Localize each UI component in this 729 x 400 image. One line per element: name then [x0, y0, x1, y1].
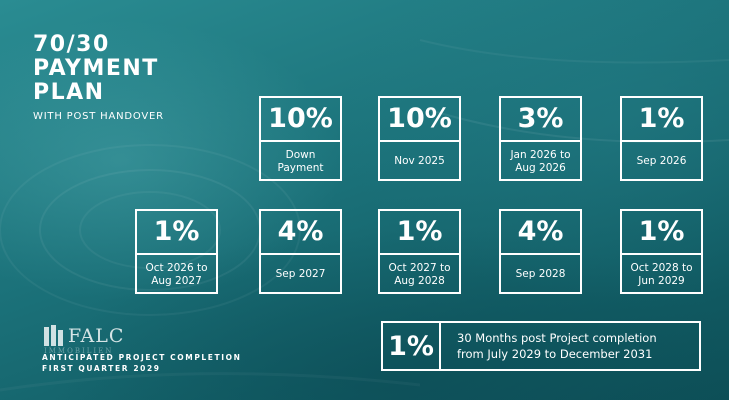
title-line-2: PAYMENT	[33, 56, 159, 81]
post-handover-line-2: from July 2029 to December 2031	[457, 347, 653, 361]
post-handover-line-1: 30 Months post Project completion	[457, 331, 657, 345]
installment-card-oct-2027-aug-2028: 1% Oct 2027 to Aug 2028	[378, 209, 461, 294]
falc-logo: FALC	[44, 325, 124, 346]
installment-label: Sep 2027	[275, 268, 326, 280]
post-handover-percent: 1%	[383, 323, 441, 369]
installment-card-jan-aug-2026: 3% Jan 2026 to Aug 2026	[499, 96, 582, 181]
building-columns-icon	[44, 325, 63, 346]
installment-card-down-payment: 10% Down Payment	[259, 96, 342, 181]
installment-percent: 1%	[622, 98, 701, 142]
installment-percent: 10%	[261, 98, 340, 142]
installment-label: Oct 2026 to Aug 2027	[145, 261, 208, 287]
installment-percent: 10%	[380, 98, 459, 142]
installment-card-sep-2026: 1% Sep 2026	[620, 96, 703, 181]
completion-footnote: ANTICIPATED PROJECT COMPLETION FIRST QUA…	[42, 352, 241, 374]
subtitle: WITH POST HANDOVER	[33, 111, 164, 122]
installment-label: Sep 2026	[636, 155, 687, 167]
logo-subtitle: IMMOBILIEN	[44, 347, 114, 355]
installment-card-nov-2025: 10% Nov 2025	[378, 96, 461, 181]
installment-card-sep-2027: 4% Sep 2027	[259, 209, 342, 294]
post-handover-card: 1% 30 Months post Project completion fro…	[381, 321, 701, 371]
title-block: 70/30 PAYMENT PLAN WITH POST HANDOVER	[33, 32, 164, 123]
installment-percent: 4%	[501, 211, 580, 255]
footnote-line-2: FIRST QUARTER 2029	[42, 364, 161, 373]
installment-card-sep-2028: 4% Sep 2028	[499, 209, 582, 294]
installment-card-oct-2028-jun-2029: 1% Oct 2028 to Jun 2029	[620, 209, 703, 294]
footnote-line-1: ANTICIPATED PROJECT COMPLETION	[42, 353, 242, 362]
installment-percent: 4%	[261, 211, 340, 255]
installment-percent: 3%	[501, 98, 580, 142]
installment-label: Sep 2028	[515, 268, 566, 280]
installment-label: Nov 2025	[394, 155, 445, 167]
installment-label: Down Payment	[277, 148, 324, 174]
installment-label: Oct 2027 to Aug 2028	[388, 261, 451, 287]
installment-percent: 1%	[380, 211, 459, 255]
title-line-1: 70/30	[33, 32, 110, 57]
installment-card-oct-2026-aug-2027: 1% Oct 2026 to Aug 2027	[135, 209, 218, 294]
logo-name: FALC	[68, 325, 125, 347]
installment-percent: 1%	[622, 211, 701, 255]
title-line-3: PLAN	[33, 80, 105, 105]
installment-percent: 1%	[137, 211, 216, 255]
installment-label: Jan 2026 to Aug 2026	[510, 148, 571, 174]
installment-label: Oct 2028 to Jun 2029	[630, 261, 693, 287]
post-handover-description: 30 Months post Project completion from J…	[441, 323, 699, 369]
